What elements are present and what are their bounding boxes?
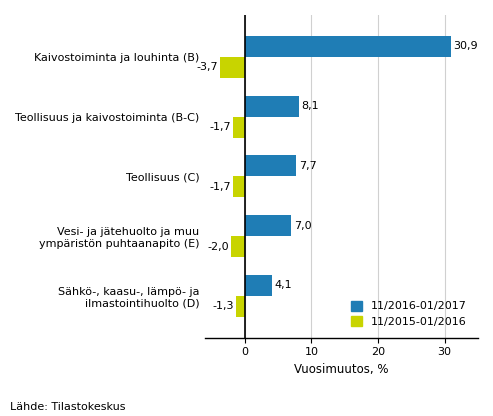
X-axis label: Vuosimuutos, %: Vuosimuutos, %: [294, 363, 388, 376]
Legend: 11/2016-01/2017, 11/2015-01/2016: 11/2016-01/2017, 11/2015-01/2016: [346, 295, 472, 332]
Bar: [231, 236, 245, 257]
Bar: [245, 96, 299, 116]
Text: -1,7: -1,7: [210, 182, 231, 192]
Bar: [234, 116, 245, 138]
Bar: [245, 156, 296, 176]
Text: 30,9: 30,9: [454, 41, 478, 52]
Text: 8,1: 8,1: [301, 101, 319, 111]
Text: 7,7: 7,7: [299, 161, 317, 171]
Bar: [236, 296, 245, 317]
Text: -2,0: -2,0: [208, 242, 229, 252]
Bar: [245, 215, 291, 236]
Text: Lähde: Tilastokeskus: Lähde: Tilastokeskus: [10, 402, 125, 412]
Bar: [245, 275, 272, 296]
Text: -1,3: -1,3: [212, 301, 234, 312]
Text: -1,7: -1,7: [210, 122, 231, 132]
Bar: [245, 36, 451, 57]
Bar: [220, 57, 245, 78]
Bar: [234, 176, 245, 197]
Text: 4,1: 4,1: [275, 280, 292, 290]
Text: -3,7: -3,7: [197, 62, 218, 72]
Text: 7,0: 7,0: [294, 221, 312, 231]
